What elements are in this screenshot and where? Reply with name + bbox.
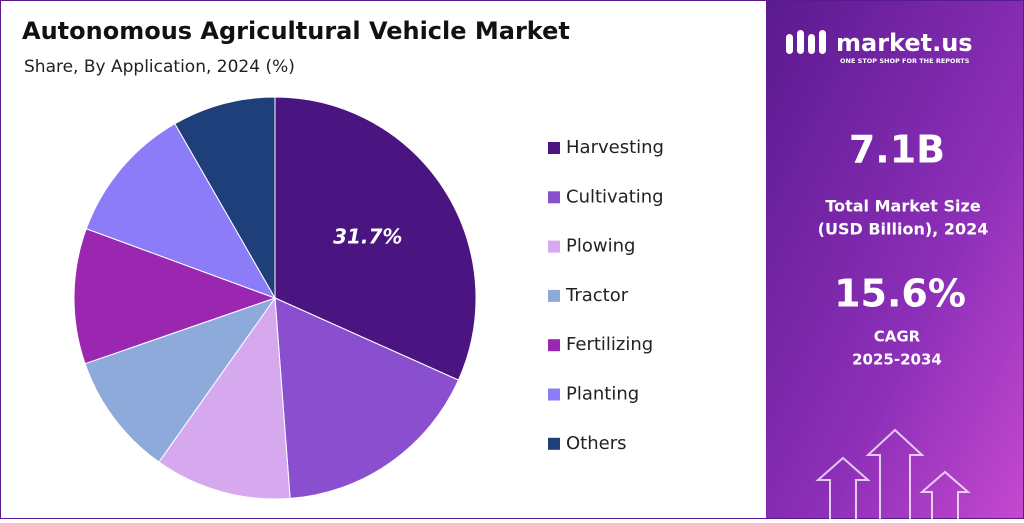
decor-arrows xyxy=(815,428,971,519)
pie: 31.7% xyxy=(73,96,477,500)
cagr-label: 2025-2034 xyxy=(852,351,942,369)
legend-label: Others xyxy=(566,433,627,454)
legend-swatch xyxy=(548,289,560,302)
legend-swatch xyxy=(548,240,560,253)
cagr: 15.6% xyxy=(834,272,966,316)
legend-swatch xyxy=(548,388,560,401)
legend: Harvesting Cultivating Plowing Tractor Ferti… xyxy=(548,137,664,454)
pie-slice xyxy=(274,96,477,381)
legend-swatch xyxy=(548,191,560,204)
legend-label: Harvesting xyxy=(566,137,664,158)
brand-logo xyxy=(786,30,826,54)
legend-swatch xyxy=(548,142,560,154)
pie-slice xyxy=(73,228,277,365)
data-label: 31.7% xyxy=(333,224,402,248)
legend-label: Cultivating xyxy=(566,186,664,207)
chart-title: Autonomous Agricultural Vehicle Market xyxy=(22,17,570,45)
brand-name: market.us xyxy=(836,29,973,57)
side-panel xyxy=(766,1,1023,518)
chart-subtitle: Share, By Application, 2024 (%) xyxy=(24,57,295,77)
legend-label: Planting xyxy=(566,384,639,405)
pie-slice xyxy=(158,296,291,500)
market-size-label: (USD Billion), 2024 xyxy=(818,220,989,239)
legend-swatch xyxy=(548,437,560,450)
market-size-label: Total Market Size xyxy=(825,197,980,216)
legend-swatch xyxy=(548,339,560,352)
brand-tagline: ONE STOP SHOP FOR THE REPORTS xyxy=(840,57,970,65)
legend-label: Fertilizing xyxy=(566,334,653,355)
pie-slice xyxy=(174,96,276,300)
legend-label: Plowing xyxy=(566,236,635,257)
legend-label: Tractor xyxy=(565,285,629,306)
pie-slice xyxy=(274,297,460,499)
cagr-label: CAGR xyxy=(874,328,921,346)
pie-slice xyxy=(85,123,277,299)
pie-slice xyxy=(84,297,277,463)
market-size: 7.1B xyxy=(849,128,945,172)
